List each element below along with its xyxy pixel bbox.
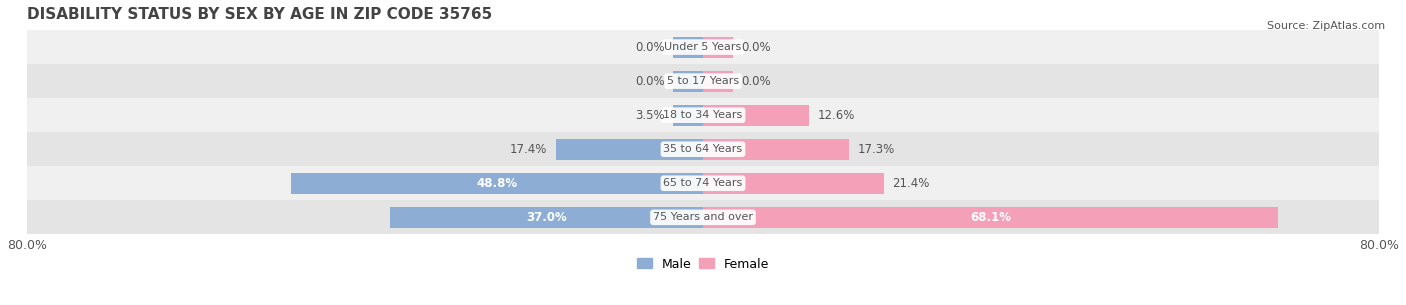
Bar bbox=[555, 139, 703, 160]
Bar bbox=[0, 132, 1406, 166]
Bar bbox=[703, 207, 1278, 228]
Bar bbox=[703, 105, 810, 126]
Text: Under 5 Years: Under 5 Years bbox=[665, 42, 741, 52]
Bar bbox=[703, 70, 733, 92]
Text: 5 to 17 Years: 5 to 17 Years bbox=[666, 76, 740, 86]
Text: 65 to 74 Years: 65 to 74 Years bbox=[664, 178, 742, 188]
Legend: Male, Female: Male, Female bbox=[634, 255, 772, 273]
Text: 0.0%: 0.0% bbox=[636, 41, 665, 54]
Bar bbox=[673, 70, 703, 92]
Text: 21.4%: 21.4% bbox=[893, 177, 929, 190]
Text: 3.5%: 3.5% bbox=[636, 109, 665, 122]
Bar bbox=[0, 64, 1406, 98]
Text: 0.0%: 0.0% bbox=[636, 75, 665, 88]
Bar bbox=[0, 30, 1406, 64]
Bar bbox=[703, 139, 849, 160]
Text: 35 to 64 Years: 35 to 64 Years bbox=[664, 144, 742, 154]
Text: 75 Years and over: 75 Years and over bbox=[652, 212, 754, 222]
Text: 48.8%: 48.8% bbox=[477, 177, 517, 190]
Bar bbox=[0, 200, 1406, 234]
Text: 0.0%: 0.0% bbox=[741, 75, 770, 88]
Bar bbox=[703, 37, 733, 58]
Text: 68.1%: 68.1% bbox=[970, 211, 1011, 224]
Bar bbox=[0, 166, 1406, 200]
Text: 17.3%: 17.3% bbox=[858, 143, 894, 156]
Text: DISABILITY STATUS BY SEX BY AGE IN ZIP CODE 35765: DISABILITY STATUS BY SEX BY AGE IN ZIP C… bbox=[27, 7, 492, 22]
Bar bbox=[0, 98, 1406, 132]
Bar bbox=[291, 173, 703, 194]
Text: 37.0%: 37.0% bbox=[526, 211, 567, 224]
Text: 12.6%: 12.6% bbox=[818, 109, 855, 122]
Text: 18 to 34 Years: 18 to 34 Years bbox=[664, 110, 742, 120]
Bar bbox=[673, 105, 703, 126]
Text: Source: ZipAtlas.com: Source: ZipAtlas.com bbox=[1267, 21, 1385, 31]
Bar bbox=[673, 37, 703, 58]
Bar bbox=[391, 207, 703, 228]
Text: 0.0%: 0.0% bbox=[741, 41, 770, 54]
Text: 17.4%: 17.4% bbox=[510, 143, 547, 156]
Bar bbox=[703, 173, 884, 194]
